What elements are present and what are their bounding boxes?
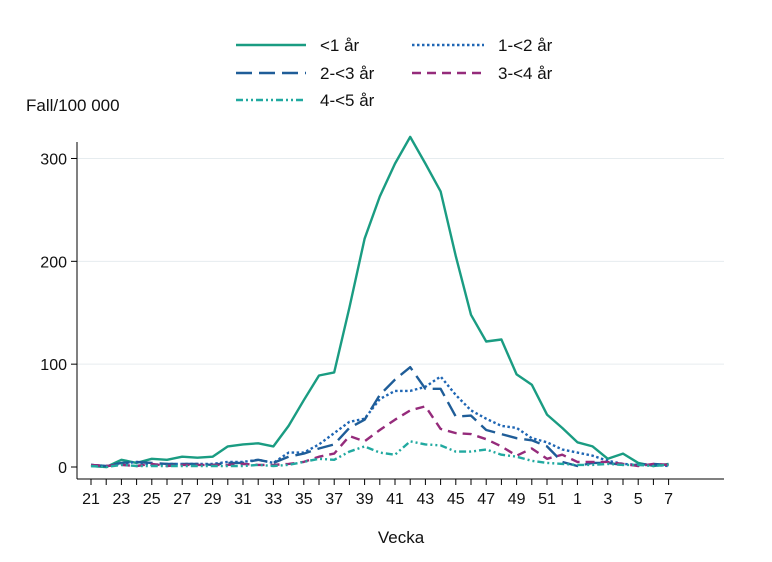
y-tick-label-300: 300: [40, 151, 67, 168]
series-line-0: [90, 135, 669, 469]
x-ticks: 21 23 25 27 29 31 33 35 37 39 41 43 45 47 49 51 1 3 5 7: [82, 479, 673, 508]
x-tick-label-27: 27: [173, 491, 191, 508]
x-tick-label-47: 47: [477, 491, 495, 508]
x-axis-title: Vecka: [378, 528, 425, 547]
y-tick-label-100: 100: [40, 357, 67, 374]
legend: <1 år 1-<2 år 2-<3 år 3-<4 år 4-<5 år: [236, 36, 553, 110]
x-tick-label-45: 45: [447, 491, 465, 508]
x-tick-label-51: 51: [538, 491, 556, 508]
y-tick-label-200: 200: [40, 254, 67, 271]
legend-label-1: 1-<2 år: [498, 36, 553, 55]
x-tick-label-33: 33: [265, 491, 283, 508]
y-ticks: 0 100 200 300: [40, 151, 77, 477]
x-tick-label-39: 39: [356, 491, 374, 508]
legend-label-3: 3-<4 år: [498, 64, 553, 83]
x-tick-label-35: 35: [295, 491, 313, 508]
series-line-4: [90, 440, 669, 469]
x-tick-label-41: 41: [386, 491, 404, 508]
x-tick-label-23: 23: [113, 491, 131, 508]
series-line-2: [90, 366, 669, 468]
series-lines: [90, 135, 669, 469]
axes: [76, 142, 724, 480]
x-tick-label-43: 43: [417, 491, 435, 508]
x-tick-label-1: 1: [573, 491, 582, 508]
x-tick-label-37: 37: [325, 491, 343, 508]
legend-label-2: 2-<3 år: [320, 64, 375, 83]
y-tick-label-0: 0: [58, 460, 67, 477]
x-tick-label-29: 29: [204, 491, 222, 508]
x-tick-label-7: 7: [664, 491, 673, 508]
x-tick-label-49: 49: [508, 491, 526, 508]
x-tick-label-5: 5: [634, 491, 643, 508]
x-tick-label-31: 31: [234, 491, 252, 508]
legend-label-0: <1 år: [320, 36, 360, 55]
gridlines: [77, 157, 724, 365]
x-tick-label-21: 21: [82, 491, 100, 508]
y-axis-title: Fall/100 000: [26, 96, 120, 115]
x-tick-label-25: 25: [143, 491, 161, 508]
x-tick-label-3: 3: [603, 491, 612, 508]
legend-label-4: 4-<5 år: [320, 91, 375, 110]
